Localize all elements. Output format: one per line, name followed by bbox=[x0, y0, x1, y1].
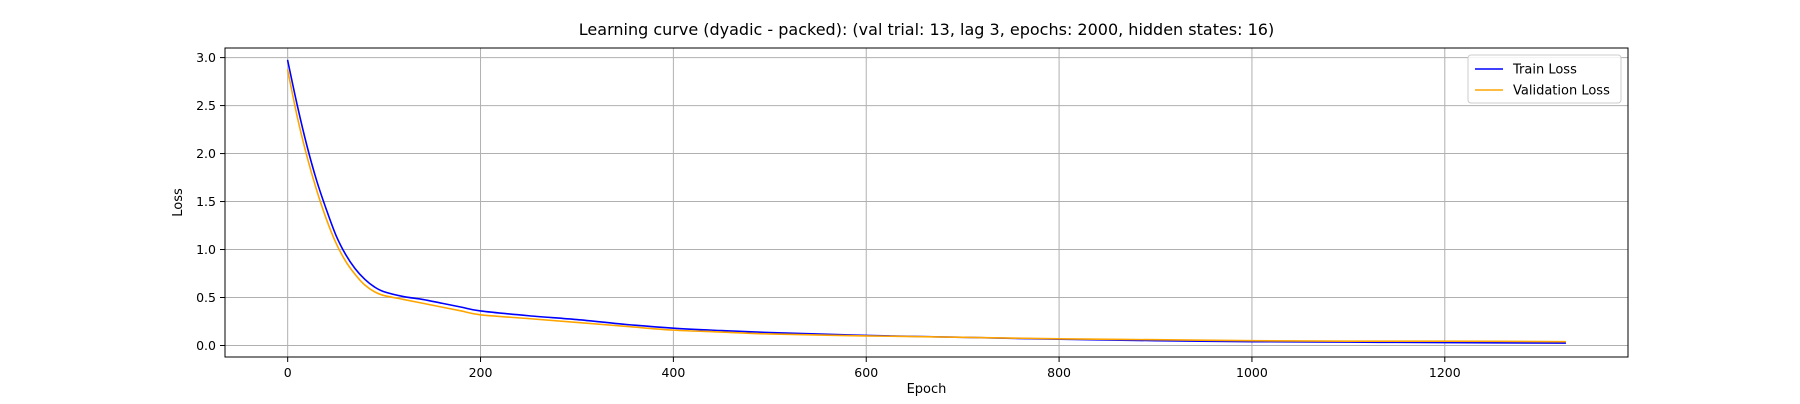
train-loss-line bbox=[286, 59, 1567, 344]
legend-box bbox=[1467, 54, 1622, 104]
chart-title: Learning curve (dyadic - packed): (val t… bbox=[579, 20, 1274, 39]
y-tick-label: 3.0 bbox=[196, 50, 216, 65]
x-tick-label: 0 bbox=[284, 365, 292, 380]
legend: Train Loss Validation Loss bbox=[1467, 54, 1622, 104]
tick-layer: 0 200 400 600 800 1000 1200 0.0 0.5 1.0 1.5 2.0 2.5 3… bbox=[196, 50, 1461, 380]
x-tick-label: 600 bbox=[854, 365, 878, 380]
y-tick-label: 1.0 bbox=[196, 242, 216, 257]
validation-loss-line bbox=[286, 69, 1567, 343]
x-tick-label: 200 bbox=[469, 365, 493, 380]
plot-frame bbox=[224, 47, 1629, 358]
x-tick-label: 800 bbox=[1047, 365, 1071, 380]
y-tick-label: 2.5 bbox=[196, 98, 216, 113]
grid-layer bbox=[225, 48, 1628, 357]
x-tick-label: 1200 bbox=[1429, 365, 1461, 380]
y-tick-label: 1.5 bbox=[196, 194, 216, 209]
y-axis-label: Loss bbox=[171, 188, 186, 217]
series-layer bbox=[286, 59, 1567, 344]
x-tick-label: 400 bbox=[661, 365, 685, 380]
y-tick-label: 2.0 bbox=[196, 146, 216, 161]
y-tick-label: 0.0 bbox=[196, 338, 216, 353]
x-axis-label: Epoch bbox=[907, 382, 947, 397]
validation-loss-legend-label: Validation Loss bbox=[1513, 84, 1610, 99]
train-loss-legend-label: Train Loss bbox=[1512, 63, 1577, 78]
y-tick-label: 0.5 bbox=[196, 290, 216, 305]
x-tick-label: 1000 bbox=[1236, 365, 1268, 380]
